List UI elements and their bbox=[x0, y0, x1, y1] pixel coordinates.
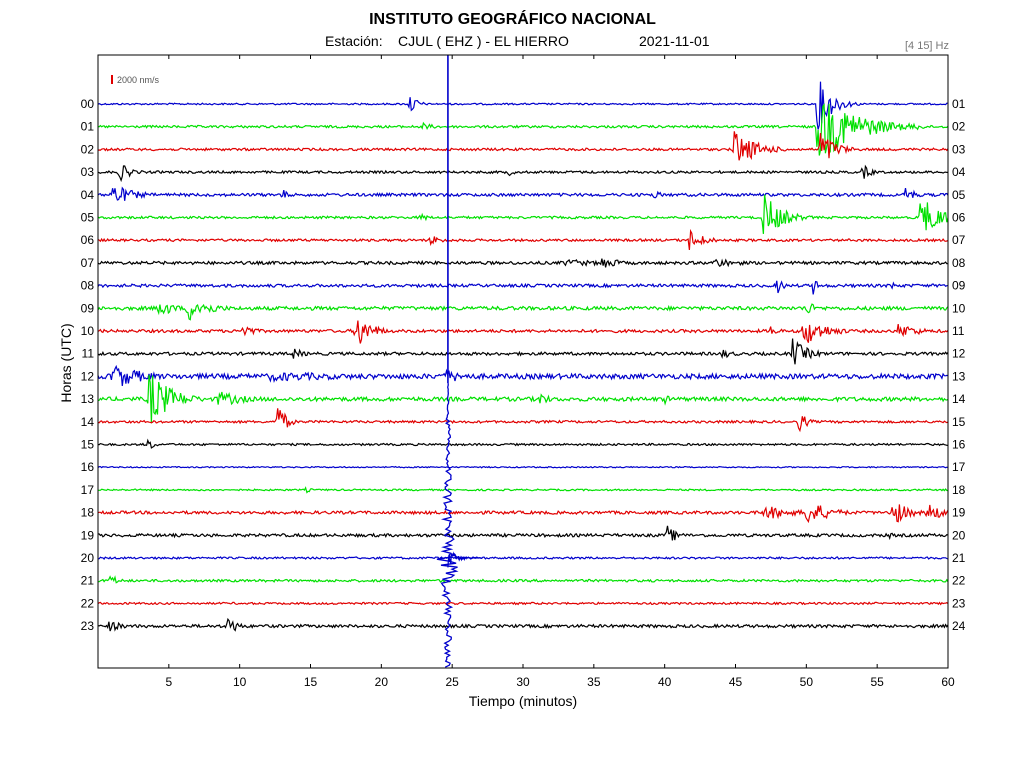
hour-label-left-09: 09 bbox=[81, 301, 95, 315]
hour-label-left-16: 16 bbox=[81, 460, 95, 474]
hour-label-left-11: 11 bbox=[82, 347, 95, 361]
hour-label-right-13: 13 bbox=[952, 369, 966, 383]
hour-label-right-11: 11 bbox=[952, 324, 965, 338]
x-tick-label-60: 60 bbox=[941, 675, 955, 689]
trace-hour-16 bbox=[97, 465, 949, 469]
hour-label-left-15: 15 bbox=[81, 438, 95, 452]
hour-label-right-01: 01 bbox=[952, 97, 966, 111]
trace-hour-23 bbox=[97, 617, 949, 632]
hour-label-left-04: 04 bbox=[81, 188, 95, 202]
trace-hour-15 bbox=[98, 438, 949, 449]
hour-label-left-18: 18 bbox=[81, 506, 95, 520]
trace-hour-14 bbox=[97, 408, 949, 433]
hour-label-right-03: 03 bbox=[952, 142, 966, 156]
x-tick-label-55: 55 bbox=[870, 675, 884, 689]
hour-label-left-22: 22 bbox=[81, 596, 95, 610]
trace-hour-20 bbox=[97, 556, 949, 560]
chart-title: INSTITUTO GEOGRÁFICO NACIONAL bbox=[369, 11, 656, 28]
trace-hour-01 bbox=[97, 103, 949, 156]
hour-label-right-23: 23 bbox=[952, 596, 966, 610]
hour-label-right-05: 05 bbox=[952, 188, 966, 202]
amplitude-scale: 2000 nm/s bbox=[111, 75, 159, 85]
hour-label-left-06: 06 bbox=[81, 233, 95, 247]
trace-hour-08 bbox=[97, 280, 949, 295]
trace-hour-02 bbox=[97, 131, 949, 161]
trace-hour-00 bbox=[97, 81, 948, 130]
hour-label-right-16: 16 bbox=[952, 438, 966, 452]
hour-label-left-23: 23 bbox=[81, 619, 95, 633]
hour-label-left-20: 20 bbox=[81, 551, 95, 565]
hour-label-right-14: 14 bbox=[952, 392, 966, 406]
major-event-coda bbox=[447, 551, 483, 568]
trace-hour-07 bbox=[97, 258, 948, 268]
hour-label-right-09: 09 bbox=[952, 279, 966, 293]
hour-label-right-22: 22 bbox=[952, 574, 966, 588]
hour-label-left-10: 10 bbox=[81, 324, 95, 338]
trace-hour-06 bbox=[97, 228, 949, 250]
hour-label-left-21: 21 bbox=[81, 574, 95, 588]
hour-label-right-18: 18 bbox=[952, 483, 966, 497]
x-tick-label-10: 10 bbox=[233, 675, 247, 689]
hour-label-left-13: 13 bbox=[81, 392, 95, 406]
hour-label-right-24: 24 bbox=[952, 619, 966, 633]
trace-hour-22 bbox=[97, 601, 949, 606]
x-tick-label-50: 50 bbox=[800, 675, 814, 689]
station-name: CJUL ( EHZ ) - EL HIERRO bbox=[398, 33, 569, 49]
x-tick-label-35: 35 bbox=[587, 675, 601, 689]
hour-label-right-17: 17 bbox=[952, 460, 966, 474]
hour-label-left-03: 03 bbox=[81, 165, 95, 179]
hour-label-right-12: 12 bbox=[952, 347, 966, 361]
station-label: Estación: bbox=[325, 33, 383, 49]
major-event-trace bbox=[436, 383, 459, 668]
trace-hour-17 bbox=[97, 486, 949, 494]
filter-band-label: [4 15] Hz bbox=[904, 40, 949, 52]
trace-hour-09 bbox=[97, 303, 949, 321]
hour-label-right-19: 19 bbox=[952, 506, 966, 520]
hour-label-right-07: 07 bbox=[952, 233, 966, 247]
trace-hour-18 bbox=[97, 504, 949, 524]
trace-hour-05 bbox=[97, 194, 949, 234]
trace-hour-12 bbox=[97, 364, 949, 386]
hour-label-left-02: 02 bbox=[81, 142, 95, 156]
hour-label-right-08: 08 bbox=[952, 256, 966, 270]
hour-label-left-19: 19 bbox=[81, 528, 95, 542]
trace-hour-21 bbox=[98, 575, 949, 584]
hour-label-left-05: 05 bbox=[81, 211, 95, 225]
hour-label-left-17: 17 bbox=[81, 483, 95, 497]
date-label: 2021-11-01 bbox=[639, 33, 710, 49]
hour-label-right-20: 20 bbox=[952, 528, 966, 542]
x-tick-label-25: 25 bbox=[445, 675, 459, 689]
hour-label-right-06: 06 bbox=[952, 211, 966, 225]
trace-hour-04 bbox=[97, 186, 949, 201]
scale-label: 2000 nm/s bbox=[117, 75, 160, 85]
hour-label-left-12: 12 bbox=[81, 369, 95, 383]
x-tick-label-45: 45 bbox=[729, 675, 743, 689]
hour-label-left-08: 08 bbox=[81, 279, 95, 293]
x-tick-label-20: 20 bbox=[375, 675, 389, 689]
hour-label-right-02: 02 bbox=[952, 120, 966, 134]
trace-hour-13 bbox=[97, 374, 949, 424]
x-tick-label-40: 40 bbox=[658, 675, 672, 689]
hour-label-left-00: 00 bbox=[81, 97, 95, 111]
hour-label-right-10: 10 bbox=[952, 301, 966, 315]
scale-bar-icon bbox=[111, 75, 113, 84]
trace-hour-03 bbox=[97, 164, 949, 183]
hour-label-right-15: 15 bbox=[952, 415, 966, 429]
trace-hour-10 bbox=[97, 320, 949, 344]
hour-label-right-21: 21 bbox=[952, 551, 966, 565]
trace-hour-11 bbox=[97, 338, 949, 365]
hour-label-left-14: 14 bbox=[81, 415, 95, 429]
x-tick-label-5: 5 bbox=[165, 675, 172, 689]
trace-hour-19 bbox=[97, 525, 949, 541]
x-tick-label-15: 15 bbox=[304, 675, 318, 689]
x-axis-label: Tiempo (minutos) bbox=[468, 693, 578, 709]
x-tick-label-30: 30 bbox=[516, 675, 530, 689]
hour-label-left-01: 01 bbox=[81, 120, 95, 134]
hour-label-right-04: 04 bbox=[952, 165, 966, 179]
hour-label-left-07: 07 bbox=[81, 256, 95, 270]
